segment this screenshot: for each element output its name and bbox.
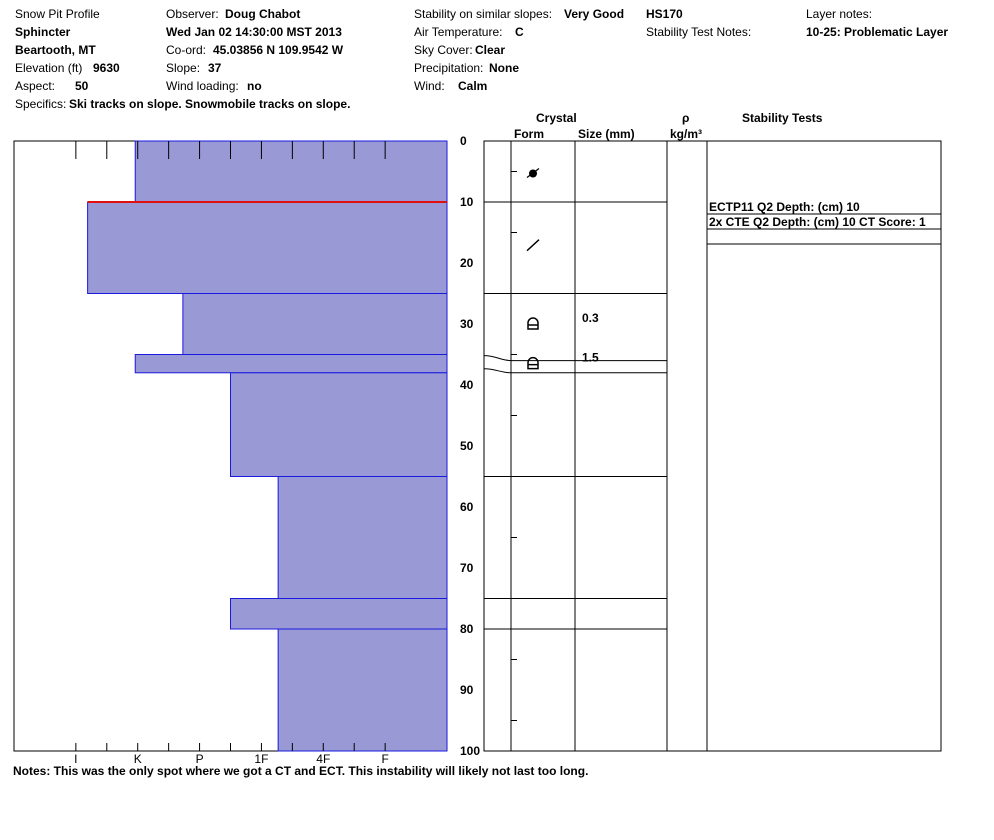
hardness-label-I: I xyxy=(74,752,77,766)
hardness-label-P: P xyxy=(196,752,204,766)
layer-notes-label: Layer notes: xyxy=(806,7,873,21)
specifics-value: Ski tracks on slope. Snowmobile tracks o… xyxy=(69,97,351,111)
air-temp-value: C xyxy=(515,25,524,39)
table-frame xyxy=(483,140,942,752)
wind-label: Wind: xyxy=(414,79,445,93)
size-header: Size (mm) xyxy=(578,127,635,141)
depth-hoar-icon xyxy=(527,317,539,330)
datetime: Wed Jan 02 14:30:00 MST 2013 xyxy=(166,25,342,39)
pit-name: Sphincter xyxy=(15,25,71,39)
crystal-header: Crystal xyxy=(536,111,577,125)
coord-label: Co-ord: xyxy=(166,43,207,57)
precip-value: None xyxy=(489,61,519,75)
layer-notes-value: 10-25: Problematic Layer xyxy=(806,25,949,39)
stability-tests-header: Stability Tests xyxy=(742,111,823,125)
depth-label-60: 60 xyxy=(460,500,474,514)
layer-bar-7 xyxy=(277,628,448,752)
form-header: Form xyxy=(514,127,544,141)
sky-label: Sky Cover: xyxy=(414,43,473,57)
depth-label-50: 50 xyxy=(460,439,474,453)
aspect-label: Aspect: xyxy=(15,79,56,93)
app-title: Snow Pit Profile xyxy=(15,7,100,21)
layer-bar-5 xyxy=(277,476,448,599)
slope-value: 37 xyxy=(208,61,222,75)
decomposed-fragment-stroke xyxy=(526,239,540,252)
depth-label-100: 100 xyxy=(460,744,480,758)
depth-hoar-outline xyxy=(527,317,539,330)
aspect-value: 50 xyxy=(75,79,89,93)
crystal-boundary-connector-2 xyxy=(483,355,512,362)
wind-value: Calm xyxy=(458,79,488,93)
layer-bar-0 xyxy=(134,140,448,203)
hardness-label-F: F xyxy=(381,752,388,766)
footer-notes: Notes: This was the only spot where we g… xyxy=(13,764,589,778)
wind-loading-label: Wind loading: xyxy=(166,79,239,93)
depth-label-90: 90 xyxy=(460,683,474,697)
layer-bar-4 xyxy=(230,372,448,477)
wind-loading-value: no xyxy=(247,79,262,93)
depth-label-10: 10 xyxy=(460,195,474,209)
depth-label-80: 80 xyxy=(460,622,474,636)
coord-value: 45.03856 N 109.9542 W xyxy=(213,43,344,57)
hs-value: HS170 xyxy=(646,7,683,21)
layer-bar-1 xyxy=(87,201,448,294)
location: Beartooth, MT xyxy=(15,43,96,57)
stability-label: Stability on similar slopes: xyxy=(414,7,553,21)
depth-label-40: 40 xyxy=(460,378,474,392)
slope-label: Slope: xyxy=(166,61,201,75)
observer-value: Doug Chabot xyxy=(225,7,301,21)
depth-hoar-outline xyxy=(527,356,539,370)
specifics-label: Specifics: xyxy=(15,97,67,111)
observer-label: Observer: xyxy=(166,7,219,21)
rho-header: ρ xyxy=(682,111,690,125)
rounded-grain-stroke xyxy=(526,168,540,178)
elevation-label: Elevation (ft) xyxy=(15,61,83,75)
hardness-label-1F: 1F xyxy=(254,752,268,766)
crystal-size-2: 0.3 xyxy=(582,311,599,325)
hardness-label-K: K xyxy=(134,752,142,766)
stability-test-1: 2x CTE Q2 Depth: (cm) 10 CT Score: 1 xyxy=(709,215,926,229)
hardness-label-4F: 4F xyxy=(316,752,330,766)
stability-value: Very Good xyxy=(564,7,625,21)
depth-axis: 0 10 20 30 40 50 60 70 80 90 100 xyxy=(460,134,493,758)
depth-hoar-icon xyxy=(527,356,539,370)
air-temp-label: Air Temperature: xyxy=(414,25,503,39)
sky-value: Clear xyxy=(475,43,506,57)
depth-label-20: 20 xyxy=(460,256,474,270)
crystal-boundary-connector-3 xyxy=(483,368,512,374)
precip-label: Precipitation: xyxy=(414,61,484,75)
hardness-profile-plot: I K P 1F 4F F xyxy=(13,140,448,766)
depth-label-30: 30 xyxy=(460,317,474,331)
depth-label-0: 0 xyxy=(460,134,467,148)
crystal-size-3: 1.5 xyxy=(582,351,599,365)
rounded-grain-icon xyxy=(526,168,540,178)
layer-bar-6 xyxy=(230,598,448,630)
layer-bar-2 xyxy=(182,293,448,355)
density-unit-header: kg/m³ xyxy=(670,127,703,141)
stability-test-0: ECTP11 Q2 Depth: (cm) 10 xyxy=(709,200,860,214)
stability-notes-label: Stability Test Notes: xyxy=(646,25,752,39)
depth-label-70: 70 xyxy=(460,561,474,575)
decomposed-fragment-icon xyxy=(526,239,540,252)
elevation-value: 9630 xyxy=(93,61,120,75)
layer-bar-3 xyxy=(134,354,448,374)
